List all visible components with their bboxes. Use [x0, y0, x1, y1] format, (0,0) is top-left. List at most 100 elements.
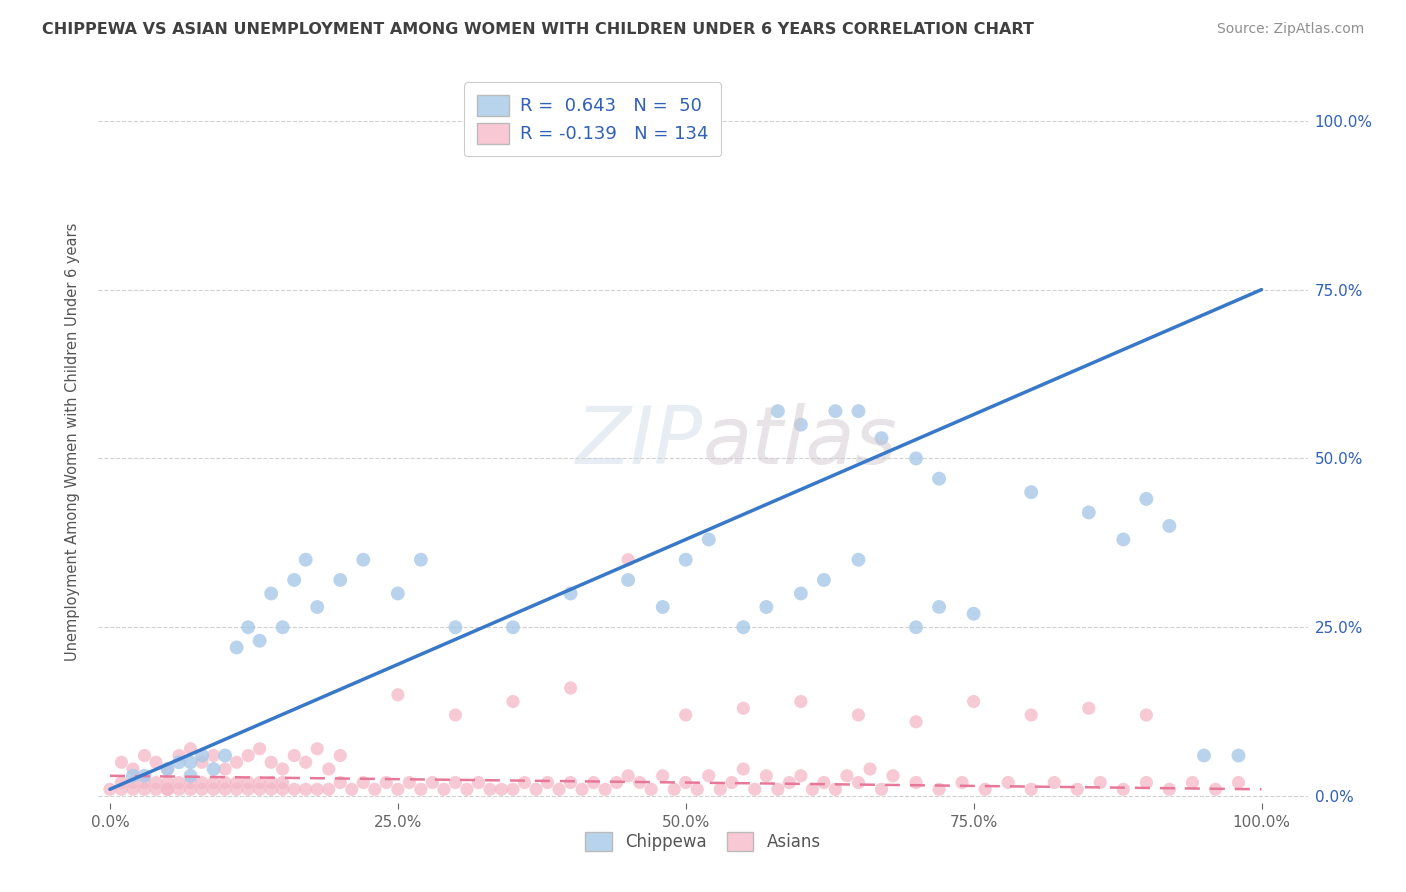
Point: [848, 775, 870, 789]
Point: [202, 748, 225, 763]
Point: [307, 741, 329, 756]
Point: [766, 404, 789, 418]
Point: [628, 775, 651, 789]
Point: [283, 782, 305, 797]
Point: [709, 782, 731, 797]
Point: [905, 451, 928, 466]
Point: [870, 782, 893, 797]
Point: [409, 782, 432, 797]
Point: [307, 782, 329, 797]
Legend: Chippewa, Asians: Chippewa, Asians: [576, 823, 830, 860]
Point: [928, 472, 950, 486]
Point: [134, 775, 156, 789]
Point: [180, 782, 202, 797]
Point: [755, 769, 778, 783]
Point: [294, 756, 316, 770]
Point: [167, 782, 190, 797]
Point: [122, 762, 145, 776]
Point: [340, 782, 363, 797]
Point: [134, 782, 156, 797]
Point: [202, 782, 225, 797]
Point: [214, 748, 236, 763]
Point: [145, 756, 167, 770]
Point: [225, 640, 247, 655]
Point: [1135, 775, 1157, 789]
Point: [145, 782, 167, 797]
Point: [110, 782, 132, 797]
Point: [283, 573, 305, 587]
Point: [260, 756, 283, 770]
Point: [444, 620, 467, 634]
Point: [122, 782, 145, 797]
Point: [848, 552, 870, 566]
Point: [180, 769, 202, 783]
Point: [560, 775, 582, 789]
Point: [134, 748, 156, 763]
Point: [444, 708, 467, 723]
Point: [387, 782, 409, 797]
Point: [801, 782, 824, 797]
Point: [617, 552, 640, 566]
Point: [813, 573, 835, 587]
Text: Source: ZipAtlas.com: Source: ZipAtlas.com: [1216, 22, 1364, 37]
Point: [1135, 708, 1157, 723]
Point: [122, 769, 145, 783]
Point: [260, 586, 283, 600]
Point: [225, 782, 247, 797]
Point: [329, 775, 352, 789]
Point: [651, 599, 673, 614]
Point: [1204, 782, 1226, 797]
Point: [548, 782, 571, 797]
Point: [260, 782, 283, 797]
Point: [962, 607, 984, 621]
Point: [180, 741, 202, 756]
Point: [502, 620, 524, 634]
Point: [1112, 533, 1135, 547]
Point: [134, 769, 156, 783]
Point: [1227, 748, 1250, 763]
Point: [1019, 782, 1042, 797]
Point: [271, 620, 294, 634]
Point: [928, 599, 950, 614]
Point: [478, 782, 501, 797]
Point: [352, 552, 374, 566]
Point: [156, 782, 179, 797]
Point: [249, 775, 271, 789]
Point: [870, 431, 893, 445]
Point: [236, 748, 259, 763]
Point: [180, 756, 202, 770]
Point: [790, 769, 813, 783]
Point: [664, 782, 686, 797]
Point: [675, 708, 697, 723]
Point: [191, 748, 214, 763]
Point: [905, 714, 928, 729]
Point: [214, 775, 236, 789]
Point: [167, 775, 190, 789]
Point: [950, 775, 973, 789]
Point: [733, 762, 755, 776]
Point: [236, 620, 259, 634]
Point: [236, 775, 259, 789]
Point: [156, 775, 179, 789]
Point: [191, 756, 214, 770]
Point: [1066, 782, 1088, 797]
Point: [110, 756, 132, 770]
Point: [1181, 775, 1204, 789]
Point: [294, 552, 316, 566]
Point: [398, 775, 420, 789]
Point: [997, 775, 1019, 789]
Point: [1159, 782, 1181, 797]
Point: [720, 775, 742, 789]
Point: [675, 775, 697, 789]
Point: [387, 688, 409, 702]
Text: ZIP: ZIP: [575, 402, 703, 481]
Point: [686, 782, 709, 797]
Point: [824, 404, 846, 418]
Point: [145, 775, 167, 789]
Point: [271, 762, 294, 776]
Point: [928, 782, 950, 797]
Point: [180, 775, 202, 789]
Point: [456, 782, 478, 797]
Point: [733, 701, 755, 715]
Point: [778, 775, 800, 789]
